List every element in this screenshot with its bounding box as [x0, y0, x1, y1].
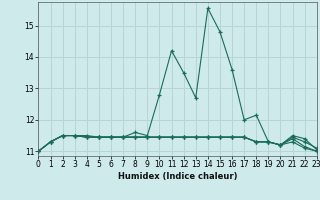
X-axis label: Humidex (Indice chaleur): Humidex (Indice chaleur) [118, 172, 237, 181]
